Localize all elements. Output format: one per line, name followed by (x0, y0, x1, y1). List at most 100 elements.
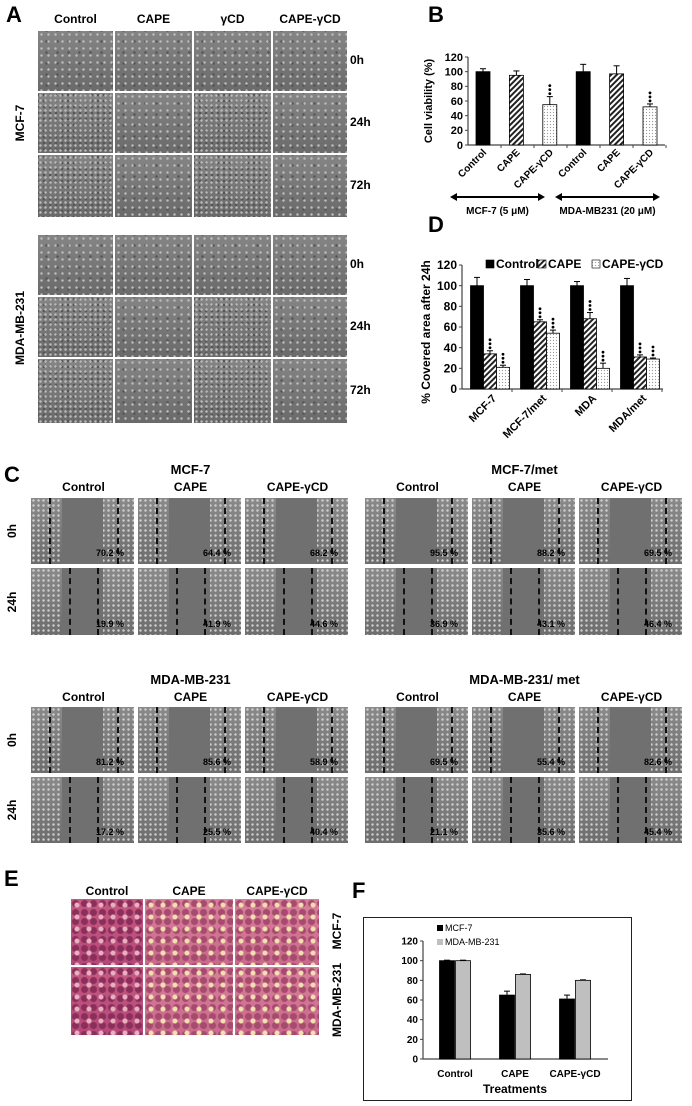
wound-image: 43.1 % (471, 567, 576, 636)
time-label: 72h (350, 383, 371, 397)
significance-marker (538, 315, 542, 319)
wound-edge-line (224, 498, 226, 564)
significance-marker (488, 342, 492, 346)
y-tick-label: 100 (401, 956, 418, 967)
column-header: CAPE-γCD (279, 12, 341, 26)
micrograph (272, 30, 348, 92)
wound-edge-line (69, 777, 71, 843)
wound-edge-line (176, 568, 178, 635)
wound-image: 88.2 % (471, 497, 576, 565)
wound-edge-line (490, 498, 492, 564)
y-tick-label: 80 (451, 81, 463, 93)
wound-image: 81.2 % (30, 706, 135, 774)
significance-marker (548, 92, 552, 95)
y-tick-label: 100 (445, 67, 463, 79)
micrograph (37, 296, 114, 358)
legend-label: CAPE-γCD (602, 257, 664, 271)
histology-image (70, 966, 144, 1036)
wound-image: 41.9 % (137, 567, 242, 636)
x-tick-label: CAPE (501, 1069, 529, 1080)
bar (439, 960, 455, 1060)
wound-area-percent: 19.9 % (95, 619, 124, 629)
wound-edge-line (97, 777, 99, 843)
wound-edge-line (204, 568, 206, 635)
wound-edge-line (383, 707, 385, 773)
wound-area-percent: 82.6 % (643, 757, 672, 767)
x-tick-label: MCF-7 (467, 393, 499, 425)
group-title: MCF-7 (170, 462, 211, 477)
column-header: CAPE-γCD (600, 690, 663, 704)
wound-edge-line (645, 568, 647, 635)
wound-edge-line (665, 498, 667, 564)
y-tick-label: 100 (437, 279, 457, 293)
time-label: 0h (350, 257, 365, 271)
wound-area-percent: 69.5 % (429, 757, 458, 767)
micrograph (193, 30, 272, 92)
y-tick-label: 80 (407, 976, 419, 987)
bar (496, 366, 510, 390)
bar (499, 994, 515, 1060)
wound-area-percent: 58.9 % (309, 757, 338, 767)
time-label: 24h (350, 115, 371, 129)
significance-marker (501, 360, 505, 364)
wound-image: 35.6 % (471, 776, 576, 844)
bar (520, 285, 534, 390)
panel-label-c: C (4, 462, 20, 487)
wound-image: 40.4 % (244, 776, 349, 844)
bar (583, 318, 597, 390)
wound-edge-line (331, 498, 333, 564)
y-tick-label: 60 (407, 996, 419, 1007)
wound-image: 85.6 % (137, 706, 242, 774)
y-tick-label: 0 (457, 140, 463, 152)
x-tick-label: CAPE (595, 147, 623, 175)
wound-edge-line (69, 568, 71, 635)
panel-label-e: E (4, 866, 19, 891)
group-title: MDA-MB-231/ met (469, 672, 580, 687)
wound-image: 17.2 % (30, 776, 135, 844)
wound-image: 95.5 % (364, 497, 469, 565)
bar (483, 353, 497, 390)
wound-edge-line (117, 707, 119, 773)
significance-marker (588, 300, 592, 303)
wound-area-percent: 64.4 % (202, 548, 231, 558)
bar (542, 104, 558, 146)
wound-edge-line (597, 707, 599, 773)
bar (575, 979, 591, 1060)
significance-marker (638, 342, 642, 346)
significance-marker (601, 354, 605, 358)
wound-area-percent: 35.6 % (536, 827, 565, 837)
column-header: CAPE (172, 884, 206, 898)
wound-image: 70.2 % (30, 497, 135, 565)
wound-image: 19.9 % (30, 567, 135, 636)
bar (575, 71, 591, 146)
bar (559, 998, 575, 1060)
wound-edge-line (510, 568, 512, 635)
y-tick-label: 20 (451, 125, 463, 137)
panel-label-d: D (428, 212, 444, 237)
time-label: 72h (350, 178, 371, 192)
wound-area-percent: 25.5 % (202, 827, 231, 837)
y-tick-label: 0 (450, 382, 457, 396)
wound-area-percent: 21.1 % (429, 827, 458, 837)
column-header: Control (85, 884, 129, 898)
legend-label: MDA-MB-231 (445, 937, 500, 947)
wound-edge-line (403, 777, 405, 843)
significance-marker (648, 91, 652, 95)
y-tick-label: 60 (451, 96, 463, 108)
wound-edge-line (117, 498, 119, 564)
wound-edge-line (204, 777, 206, 843)
y-tick-label: 40 (407, 1015, 419, 1026)
column-header: CAPE (173, 690, 208, 704)
wound-edge-line (383, 498, 385, 564)
wound-area-percent: 69.5 % (643, 548, 672, 558)
wound-area-percent: 88.2 % (536, 548, 565, 558)
micrograph (37, 358, 114, 424)
x-axis-label: Treatments (483, 1082, 547, 1096)
bar (470, 285, 484, 390)
y-tick-label: 120 (437, 258, 457, 272)
legend-swatch (485, 259, 495, 269)
y-tick-label: 80 (444, 300, 458, 314)
y-tick-label: 60 (444, 320, 458, 334)
column-header: Control (396, 480, 439, 494)
